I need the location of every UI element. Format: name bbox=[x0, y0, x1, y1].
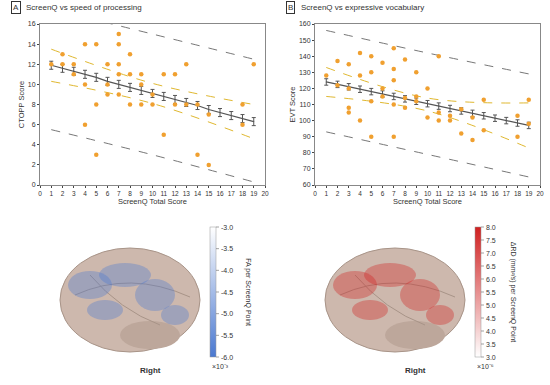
svg-text:16: 16 bbox=[28, 20, 36, 27]
svg-text:4: 4 bbox=[83, 190, 87, 197]
svg-text:10: 10 bbox=[28, 81, 36, 88]
svg-text:10: 10 bbox=[424, 190, 432, 197]
svg-text:4: 4 bbox=[358, 190, 362, 197]
svg-text:EVT Score: EVT Score bbox=[288, 86, 297, 122]
svg-text:160: 160 bbox=[299, 20, 311, 27]
svg-text:3: 3 bbox=[72, 190, 76, 197]
svg-text:9: 9 bbox=[414, 190, 418, 197]
svg-text:1: 1 bbox=[324, 190, 328, 197]
svg-text:130: 130 bbox=[299, 69, 311, 76]
svg-text:ScreenQ Total Score: ScreenQ Total Score bbox=[118, 197, 187, 206]
svg-text:9: 9 bbox=[139, 190, 143, 197]
svg-text:5.5: 5.5 bbox=[486, 289, 496, 296]
svg-text:ScreenQ vs expressive vocabula: ScreenQ vs expressive vocabulary bbox=[301, 3, 424, 12]
svg-text:20: 20 bbox=[536, 190, 544, 197]
svg-text:1: 1 bbox=[49, 190, 53, 197]
svg-text:19: 19 bbox=[250, 190, 258, 197]
svg-text:14: 14 bbox=[28, 41, 36, 48]
svg-text:6.5: 6.5 bbox=[486, 263, 496, 270]
svg-text:Right: Right bbox=[405, 366, 426, 375]
svg-text:7.5: 7.5 bbox=[486, 237, 496, 244]
svg-text:6: 6 bbox=[381, 190, 385, 197]
svg-text:16: 16 bbox=[216, 190, 224, 197]
svg-text:-3.0: -3.0 bbox=[221, 224, 233, 231]
svg-text:13: 13 bbox=[183, 190, 191, 197]
svg-text:6.0: 6.0 bbox=[486, 276, 496, 283]
svg-text:8.0: 8.0 bbox=[486, 224, 496, 231]
svg-text:2: 2 bbox=[32, 161, 36, 168]
svg-text:8: 8 bbox=[403, 190, 407, 197]
svg-text:11: 11 bbox=[160, 190, 167, 197]
svg-text:15: 15 bbox=[480, 190, 488, 197]
svg-text:80: 80 bbox=[303, 149, 311, 156]
svg-text:110: 110 bbox=[299, 101, 310, 108]
svg-text:150: 150 bbox=[299, 37, 311, 44]
svg-text:7: 7 bbox=[117, 190, 121, 197]
svg-text:100: 100 bbox=[299, 117, 311, 124]
svg-text:-4.0: -4.0 bbox=[221, 267, 233, 274]
svg-text:-6.0: -6.0 bbox=[221, 354, 233, 361]
svg-text:5: 5 bbox=[94, 190, 98, 197]
svg-text:-3.5: -3.5 bbox=[221, 245, 233, 252]
svg-text:11: 11 bbox=[435, 190, 442, 197]
svg-text:Right: Right bbox=[140, 366, 161, 375]
svg-text:13: 13 bbox=[458, 190, 466, 197]
svg-text:5.0: 5.0 bbox=[486, 302, 496, 309]
svg-text:6: 6 bbox=[106, 190, 110, 197]
svg-text:18: 18 bbox=[239, 190, 247, 197]
svg-text:17: 17 bbox=[503, 190, 511, 197]
svg-text:0: 0 bbox=[38, 190, 42, 197]
svg-text:6: 6 bbox=[32, 121, 36, 128]
svg-text:-5.0: -5.0 bbox=[221, 310, 233, 317]
svg-text:14: 14 bbox=[194, 190, 202, 197]
svg-text:A: A bbox=[13, 3, 19, 12]
svg-text:-4.5: -4.5 bbox=[221, 289, 233, 296]
svg-text:×10⁻³: ×10⁻³ bbox=[212, 363, 229, 370]
svg-text:4.0: 4.0 bbox=[486, 328, 496, 335]
svg-text:7.0: 7.0 bbox=[486, 250, 496, 257]
svg-text:14: 14 bbox=[469, 190, 477, 197]
svg-text:20: 20 bbox=[261, 190, 269, 197]
svg-text:120: 120 bbox=[299, 85, 311, 92]
svg-text:10: 10 bbox=[149, 190, 157, 197]
svg-text:12: 12 bbox=[171, 190, 179, 197]
svg-text:15: 15 bbox=[205, 190, 213, 197]
svg-text:-5.5: -5.5 bbox=[221, 332, 233, 339]
svg-text:×10⁻⁶: ×10⁻⁶ bbox=[477, 363, 494, 370]
svg-text:8: 8 bbox=[128, 190, 132, 197]
svg-text:0: 0 bbox=[313, 190, 317, 197]
svg-text:90: 90 bbox=[303, 133, 311, 140]
svg-text:18: 18 bbox=[514, 190, 522, 197]
svg-text:FA per ScreenQ Point: FA per ScreenQ Point bbox=[244, 258, 252, 326]
svg-text:7: 7 bbox=[392, 190, 396, 197]
svg-text:3.0: 3.0 bbox=[486, 354, 496, 361]
svg-text:4: 4 bbox=[32, 141, 36, 148]
svg-text:2: 2 bbox=[336, 190, 340, 197]
svg-text:60: 60 bbox=[303, 181, 311, 188]
svg-text:5: 5 bbox=[369, 190, 373, 197]
svg-text:3.5: 3.5 bbox=[486, 341, 496, 348]
svg-text:17: 17 bbox=[228, 190, 236, 197]
svg-text:0: 0 bbox=[32, 181, 36, 188]
svg-text:8: 8 bbox=[32, 101, 36, 108]
svg-text:16: 16 bbox=[491, 190, 499, 197]
svg-text:12: 12 bbox=[446, 190, 454, 197]
svg-text:4.5: 4.5 bbox=[486, 315, 496, 322]
svg-text:19: 19 bbox=[525, 190, 533, 197]
svg-text:CTOPP Score: CTOPP Score bbox=[17, 81, 26, 128]
svg-text:12: 12 bbox=[28, 61, 36, 68]
svg-text:ΔRD (mm²/s) per ScreenQ Point: ΔRD (mm²/s) per ScreenQ Point bbox=[509, 242, 517, 342]
svg-text:140: 140 bbox=[299, 53, 311, 60]
svg-text:B: B bbox=[288, 3, 293, 12]
svg-text:70: 70 bbox=[303, 165, 311, 172]
svg-text:ScreenQ Total Score: ScreenQ Total Score bbox=[393, 197, 462, 206]
svg-text:3: 3 bbox=[347, 190, 351, 197]
svg-text:ScreenQ vs speed of processing: ScreenQ vs speed of processing bbox=[26, 3, 142, 12]
svg-text:2: 2 bbox=[61, 190, 65, 197]
